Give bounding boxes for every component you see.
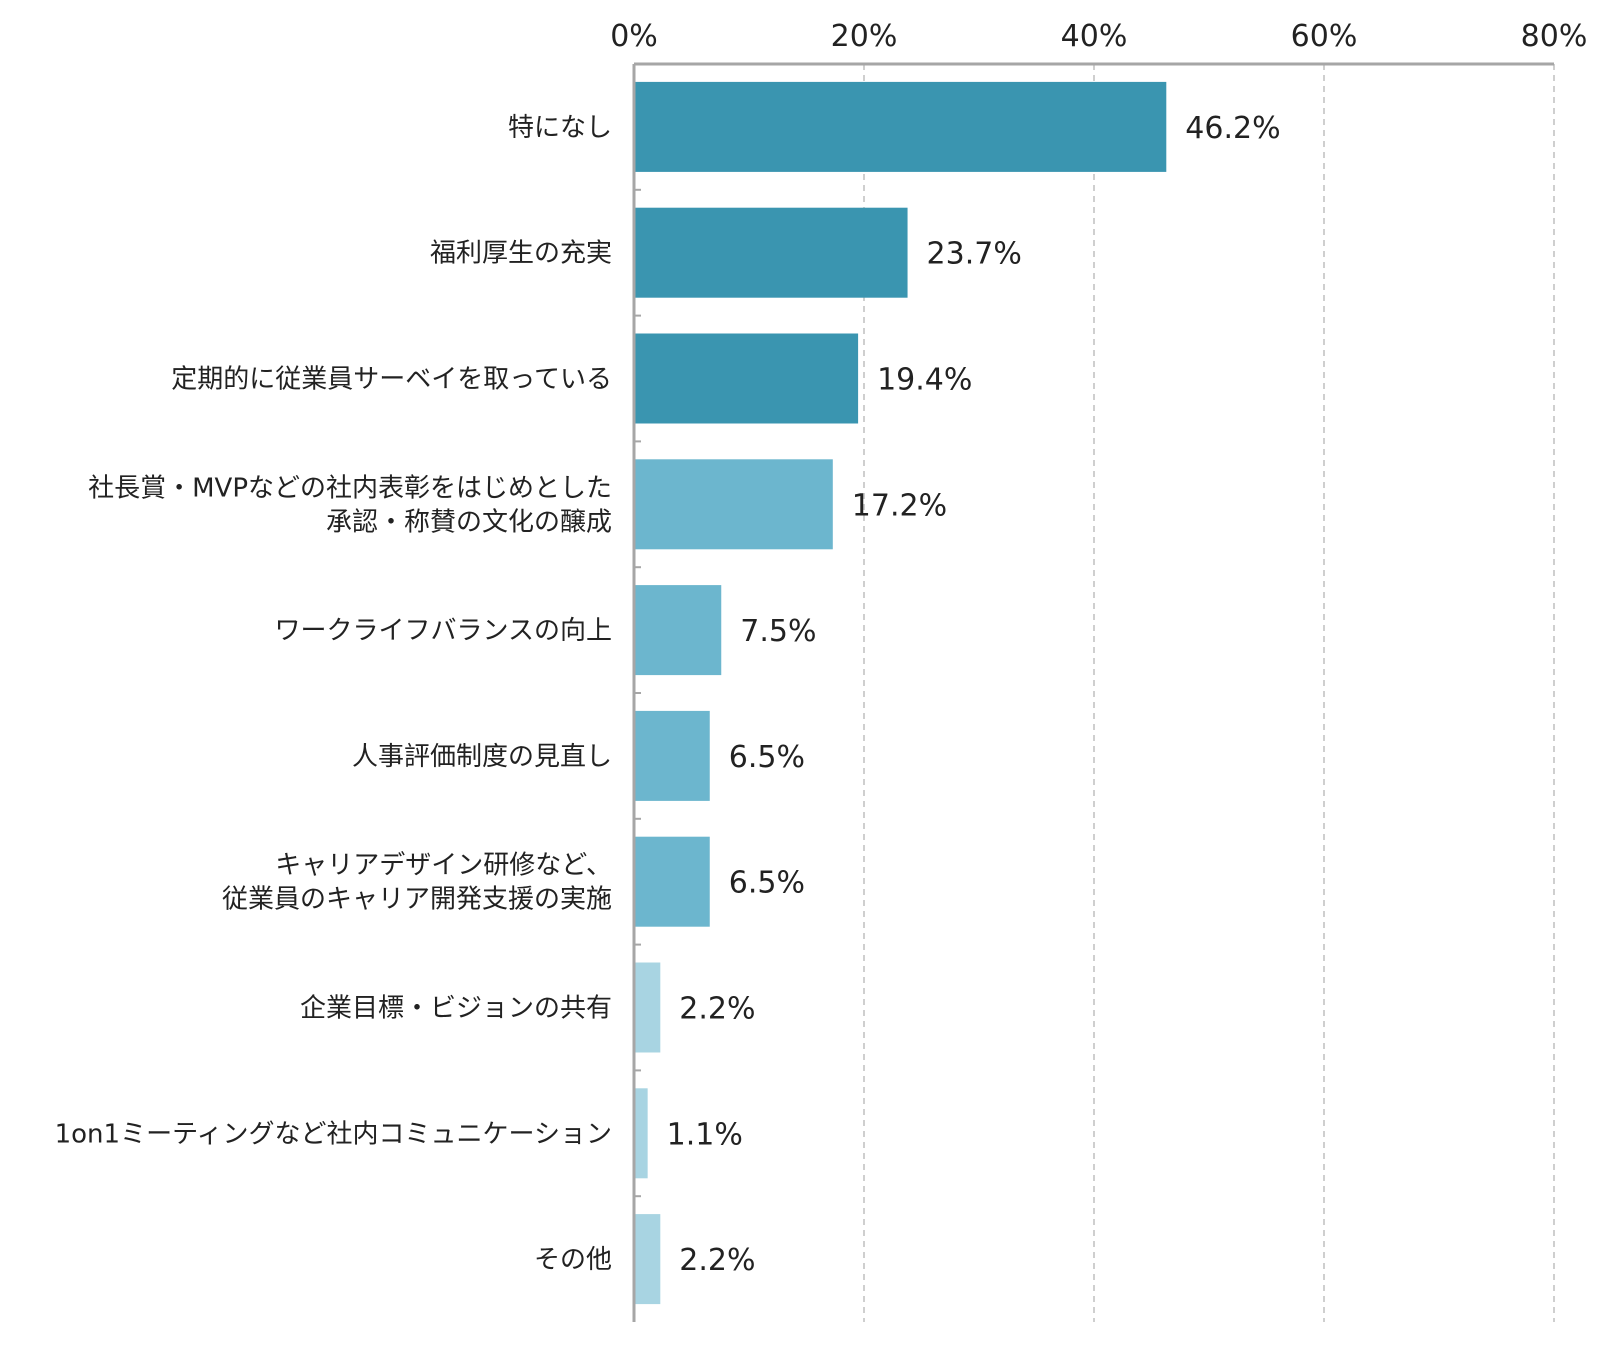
category-label-line: 定期的に従業員サーベイを取っている [171, 365, 612, 395]
category-label: 特になし [508, 113, 612, 143]
category-label: 1on1ミーティングなど社内コミュニケーション [55, 1119, 612, 1149]
category-label: 定期的に従業員サーベイを取っている [171, 365, 612, 395]
bar [635, 81, 1167, 172]
x-tick-label: 80% [1521, 19, 1588, 54]
axes [632, 62, 1554, 1322]
category-label: 人事評価制度の見直し [352, 742, 612, 772]
x-tick-label: 20% [831, 19, 898, 54]
category-label-line: 人事評価制度の見直し [352, 742, 612, 772]
category-label-line: キャリアデザイン研修など、 [275, 851, 612, 881]
category-labels: 特になし福利厚生の充実定期的に従業員サーベイを取っている社長賞・MVPなどの社内… [55, 113, 612, 1275]
value-label: 2.2% [679, 1243, 755, 1278]
x-tick-label: 0% [610, 19, 658, 54]
x-tick-labels: 0% 20% 40% 60% 80% [610, 19, 1587, 54]
value-label: 19.4% [877, 363, 972, 398]
category-label: 福利厚生の充実 [430, 239, 612, 269]
category-label: 企業目標・ビジョンの共有 [300, 994, 612, 1024]
value-label: 6.5% [729, 740, 805, 775]
category-label-line: 1on1ミーティングなど社内コミュニケーション [55, 1119, 612, 1149]
value-label: 17.2% [852, 488, 947, 523]
category-label-line: 社長賞・MVPなどの社内表彰をはじめとした [88, 473, 612, 503]
x-tick-label: 40% [1061, 19, 1128, 54]
value-label: 2.2% [679, 992, 755, 1027]
value-label: 1.1% [667, 1117, 743, 1152]
value-labels: 46.2% 23.7% 19.4% 17.2% 7.5% 6.5% 6.5% 2.2% 1.1%… [667, 111, 1281, 1278]
bar [635, 333, 859, 424]
value-label: 6.5% [729, 866, 805, 901]
category-label-line: 特になし [508, 113, 612, 143]
category-label-line: 承認・称賛の文化の醸成 [326, 507, 612, 537]
category-label-line: 福利厚生の充実 [430, 239, 612, 269]
bar [635, 1088, 648, 1179]
bar [635, 459, 833, 550]
category-label-line: その他 [534, 1245, 612, 1275]
category-label: ワークライフバランスの向上 [275, 616, 612, 646]
value-label: 7.5% [740, 614, 816, 649]
category-label-line: ワークライフバランスの向上 [275, 616, 612, 646]
bars [635, 81, 1167, 1305]
x-tick-label: 60% [1291, 19, 1358, 54]
bar [635, 207, 908, 298]
category-label-line: 企業目標・ビジョンの共有 [300, 994, 612, 1024]
bar [635, 836, 710, 927]
category-label: その他 [534, 1245, 612, 1275]
value-label: 46.2% [1185, 111, 1280, 146]
category-label: キャリアデザイン研修など、従業員のキャリア開発支援の実施 [222, 851, 612, 915]
bar [635, 962, 661, 1053]
grid-lines [863, 64, 1555, 1322]
bar [635, 1214, 661, 1305]
bar [635, 710, 710, 801]
category-label-line: 従業員のキャリア開発支援の実施 [222, 885, 612, 915]
category-label: 社長賞・MVPなどの社内表彰をはじめとした承認・称賛の文化の醸成 [88, 473, 612, 537]
bar [635, 585, 722, 676]
value-label: 23.7% [927, 237, 1022, 272]
